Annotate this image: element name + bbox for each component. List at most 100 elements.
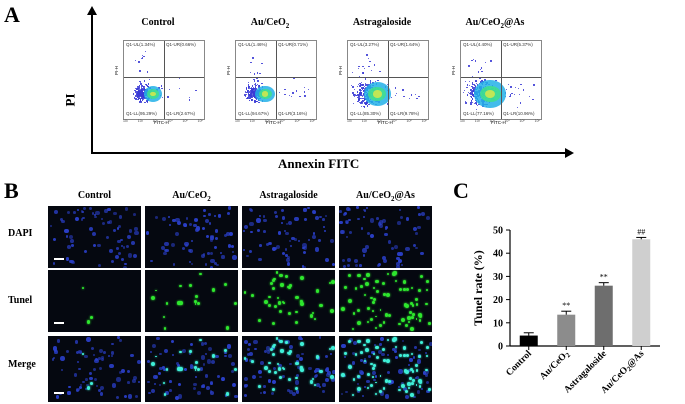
tunel-positive-dot [299, 299, 303, 303]
nucleus-dot [214, 246, 218, 250]
event-dot [145, 83, 147, 86]
flow-x-ticks: 10¹ 10² 10³ 10⁴ 10⁵ 10⁶ [460, 119, 540, 123]
nucleus-dot [120, 238, 123, 242]
quadrant-label-ur: Q1-UR(0.66%) [166, 42, 196, 47]
nucleus-dot [153, 382, 157, 386]
nucleus-dot [109, 249, 114, 253]
flow-tick-label: 10⁴ [504, 119, 510, 123]
flow-tick-label: 10³ [152, 119, 158, 123]
tunel-positive-dot [425, 302, 428, 305]
nucleus-dot [117, 239, 121, 244]
nucleus-dot [302, 245, 308, 251]
nucleus-dot [324, 214, 327, 217]
tunel-positive-dot [300, 276, 305, 281]
nucleus-dot [219, 251, 222, 255]
flow-tick-label: 10³ [489, 119, 495, 123]
nucleus-dot [175, 217, 180, 223]
nucleus-dot [304, 218, 308, 222]
tunel-positive-dot [197, 302, 201, 306]
nucleus-dot [324, 354, 329, 359]
significance-mark: ## [637, 227, 645, 236]
event-dot [140, 93, 142, 96]
tunel-positive-dot [281, 366, 284, 369]
flow-plot-3: Q1-UL(4.40%) Q1-UR(5.37%) Q1-LL(77.16%) Q1-… [447, 30, 543, 126]
x-category-label: Au/CeO2 [538, 349, 572, 383]
nucleus-dot [52, 238, 56, 242]
event-dot [505, 88, 508, 90]
flow-tick-label: 10³ [264, 119, 270, 123]
tunel-positive-dot [409, 302, 413, 306]
nucleus-dot [242, 248, 246, 252]
event-dot [146, 100, 149, 102]
event-dot [369, 80, 372, 82]
nucleus-dot [244, 340, 249, 345]
tunel-positive-dot [375, 289, 379, 294]
tunel-positive-dot [272, 344, 276, 349]
nucleus-dot [189, 343, 193, 347]
nucleus-dot [344, 212, 348, 216]
tunel-positive-dot [375, 355, 379, 360]
nucleus-dot [134, 230, 139, 235]
micro-col-astragaloside: Astragaloside [259, 190, 318, 201]
event-dot [259, 72, 261, 75]
event-dot [255, 100, 257, 103]
event-dot [139, 70, 141, 72]
tunel-positive-dot [370, 362, 373, 366]
tunel-positive-dot [403, 302, 408, 307]
nucleus-dot [363, 386, 366, 389]
tunel-positive-dot [194, 366, 197, 370]
nucleus-dot [323, 229, 327, 232]
quadrant-label-ur: Q1-UR(1.64%) [390, 42, 420, 47]
event-dot [142, 91, 145, 94]
nucleus-dot [374, 375, 378, 378]
nucleus-dot [402, 340, 405, 343]
nucleus-dot [385, 226, 389, 230]
event-dot [248, 94, 251, 96]
event-dot [359, 89, 361, 91]
event-dot [357, 97, 359, 99]
tunel-positive-dot [411, 315, 415, 319]
nucleus-dot [398, 252, 403, 257]
tunel-positive-dot [276, 363, 280, 366]
density-core [150, 91, 156, 97]
nucleus-dot [61, 369, 64, 372]
nucleus-dot [272, 366, 277, 371]
nucleus-dot [289, 245, 292, 248]
tunel-positive-dot [251, 293, 255, 297]
nucleus-dot [428, 341, 432, 346]
event-dot [136, 93, 138, 95]
nucleus-dot [252, 375, 257, 380]
nucleus-dot [177, 394, 183, 399]
event-dot [254, 95, 256, 98]
nucleus-dot [339, 220, 343, 225]
event-dot [473, 88, 475, 91]
nucleus-dot [312, 232, 316, 235]
tunel-positive-dot [283, 367, 286, 370]
tunel-positive-dot [369, 384, 373, 388]
flow-tick-label: 10² [137, 119, 143, 123]
nucleus-dot [362, 208, 366, 212]
nucleus-dot [174, 232, 179, 236]
event-dot [261, 82, 263, 85]
event-dot [137, 88, 139, 91]
event-dot [481, 70, 483, 72]
nucleus-dot [397, 221, 401, 225]
nucleus-dot [133, 376, 138, 381]
nucleus-dot [356, 390, 360, 394]
event-dot [251, 96, 254, 98]
event-dot [253, 94, 255, 96]
nucleus-dot [359, 264, 362, 267]
event-dot [253, 78, 255, 81]
nucleus-dot [390, 379, 394, 384]
event-dot [471, 96, 473, 98]
event-dot [490, 60, 492, 62]
tunel-positive-dot [273, 370, 277, 375]
nucleus-dot [387, 354, 390, 357]
nucleus-dot [132, 379, 137, 383]
event-dot [358, 65, 360, 68]
flow-tick-label: 10¹ [460, 119, 466, 123]
tunel-positive-dot [197, 368, 201, 372]
nucleus-dot [159, 366, 163, 371]
event-dot [248, 99, 251, 101]
event-dot [138, 89, 141, 91]
